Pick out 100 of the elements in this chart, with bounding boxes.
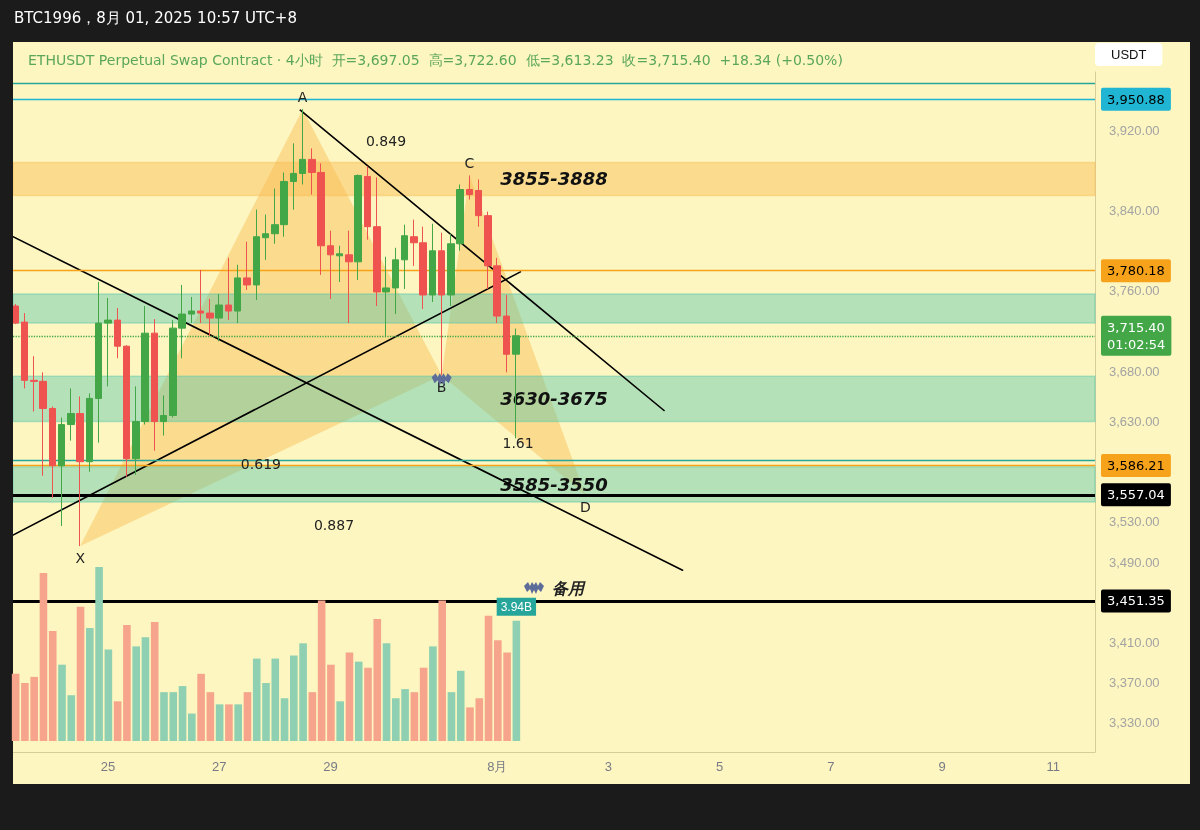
annotation: X [75, 550, 86, 567]
bar [484, 615, 493, 741]
x-tick-label: 8月 [487, 759, 508, 774]
bar [428, 646, 437, 741]
annotation: D [579, 498, 591, 515]
candlestick [243, 241, 251, 291]
y-tick-label: 3,760.00 [1109, 283, 1160, 299]
y-tick-label: 3,370.00 [1109, 675, 1160, 691]
candlestick [123, 344, 130, 478]
x-tick-label: 5 [716, 759, 724, 774]
y-tick-label: 3,490.00 [1109, 554, 1160, 570]
bar [280, 698, 289, 741]
bar [39, 573, 47, 741]
candlestick [299, 108, 306, 185]
candlestick [401, 224, 408, 290]
candlestick [13, 303, 19, 325]
candlestick [345, 230, 353, 324]
x-tick-label: 29 [323, 759, 338, 774]
bar [178, 686, 187, 741]
candlestick [67, 387, 75, 442]
x-tick-label: 3 [604, 759, 613, 774]
bar [243, 692, 251, 741]
bar [104, 649, 112, 741]
bar [224, 704, 233, 741]
data-label: 3.94B [500, 599, 532, 614]
bar [336, 701, 344, 741]
x-tick-label: 7 [827, 759, 835, 774]
candlestick [429, 223, 436, 303]
annotation: 0.849 [365, 133, 407, 149]
chart-title: BTC1996，8月 01, 2025 10:57 UTC+8 [14, 9, 297, 28]
candlestick [234, 264, 241, 324]
candlestick [327, 230, 334, 300]
band-label: 3630-3675 [500, 388, 608, 410]
candlestick [206, 298, 214, 337]
ref-line-label: 3,451.35 [1107, 593, 1165, 609]
bar [382, 643, 391, 741]
x-tick-label: 27 [211, 759, 227, 774]
annotation: 0.887 [313, 517, 355, 533]
candlestick [114, 307, 121, 359]
bar [410, 692, 418, 741]
bar [122, 625, 131, 741]
annotation: 1.61 [502, 434, 534, 451]
x-tick-label: 9 [938, 759, 946, 774]
candlestick [253, 209, 260, 301]
candlestick [76, 395, 84, 547]
bar [234, 704, 242, 741]
y-tick-label: 3,680.00 [1109, 363, 1160, 379]
candlestick [58, 417, 65, 527]
bar [113, 701, 122, 741]
candlestick [262, 214, 269, 261]
bar [326, 664, 335, 741]
bar [141, 637, 149, 741]
candlestick [475, 178, 482, 228]
y-tick-label: 3,920.00 [1109, 122, 1160, 138]
candlestick [503, 294, 510, 373]
bar [215, 704, 224, 741]
bar [354, 661, 363, 741]
bar [132, 646, 140, 741]
bar [187, 713, 196, 741]
candlestick [290, 142, 297, 211]
chart-subtitle: ETHUSDT Perpetual Swap Contract · 4小时 开=3,697.05 高=3,722.60 低=3,613.23 收=3,715.40 +18.34 (+0.50%) [28, 52, 843, 68]
candlestick [225, 257, 232, 321]
annotation: 备用 [552, 578, 586, 598]
candlestick [197, 269, 204, 324]
band-label: 3855-3888 [500, 168, 608, 190]
bar [345, 652, 353, 741]
ref-line-label: 3,557.04 [1107, 487, 1165, 503]
bar [317, 600, 326, 741]
candlestick [49, 405, 56, 499]
y-tick-label: 3,530.00 [1109, 514, 1160, 530]
candlestick [160, 394, 167, 437]
candlestick [188, 296, 195, 324]
bar [438, 600, 446, 741]
candlestick [86, 392, 93, 473]
x-tick-label: 25 [100, 759, 116, 774]
bar [447, 692, 455, 741]
x-tick-label: 11 [1046, 759, 1061, 774]
candlestick [151, 318, 158, 452]
y-tick-label: 3,630.00 [1109, 414, 1160, 430]
bar [11, 673, 20, 741]
y-axis-title: USDT [1111, 47, 1147, 62]
y-tick-label: 3,330.00 [1109, 715, 1160, 731]
ref-line-label: 3,780.18 [1107, 263, 1165, 279]
bar [76, 606, 85, 741]
bar [196, 673, 205, 741]
candlestick [354, 173, 362, 281]
bar [512, 620, 520, 741]
candlestick [466, 174, 473, 201]
candlestick [21, 312, 28, 389]
candlestick [336, 245, 343, 283]
ref-line-label: 3,950.88 [1107, 91, 1165, 107]
bar [48, 631, 57, 741]
candlestick [373, 176, 381, 307]
bar [419, 667, 428, 741]
bar [456, 670, 465, 741]
candlestick [438, 232, 445, 376]
ref-line-label: 3,715.40 01:02:54 [1107, 319, 1166, 352]
y-tick-label: 3,840.00 [1109, 203, 1160, 219]
ref-line-label: 3,586.21 [1107, 458, 1165, 474]
bar [206, 692, 214, 741]
